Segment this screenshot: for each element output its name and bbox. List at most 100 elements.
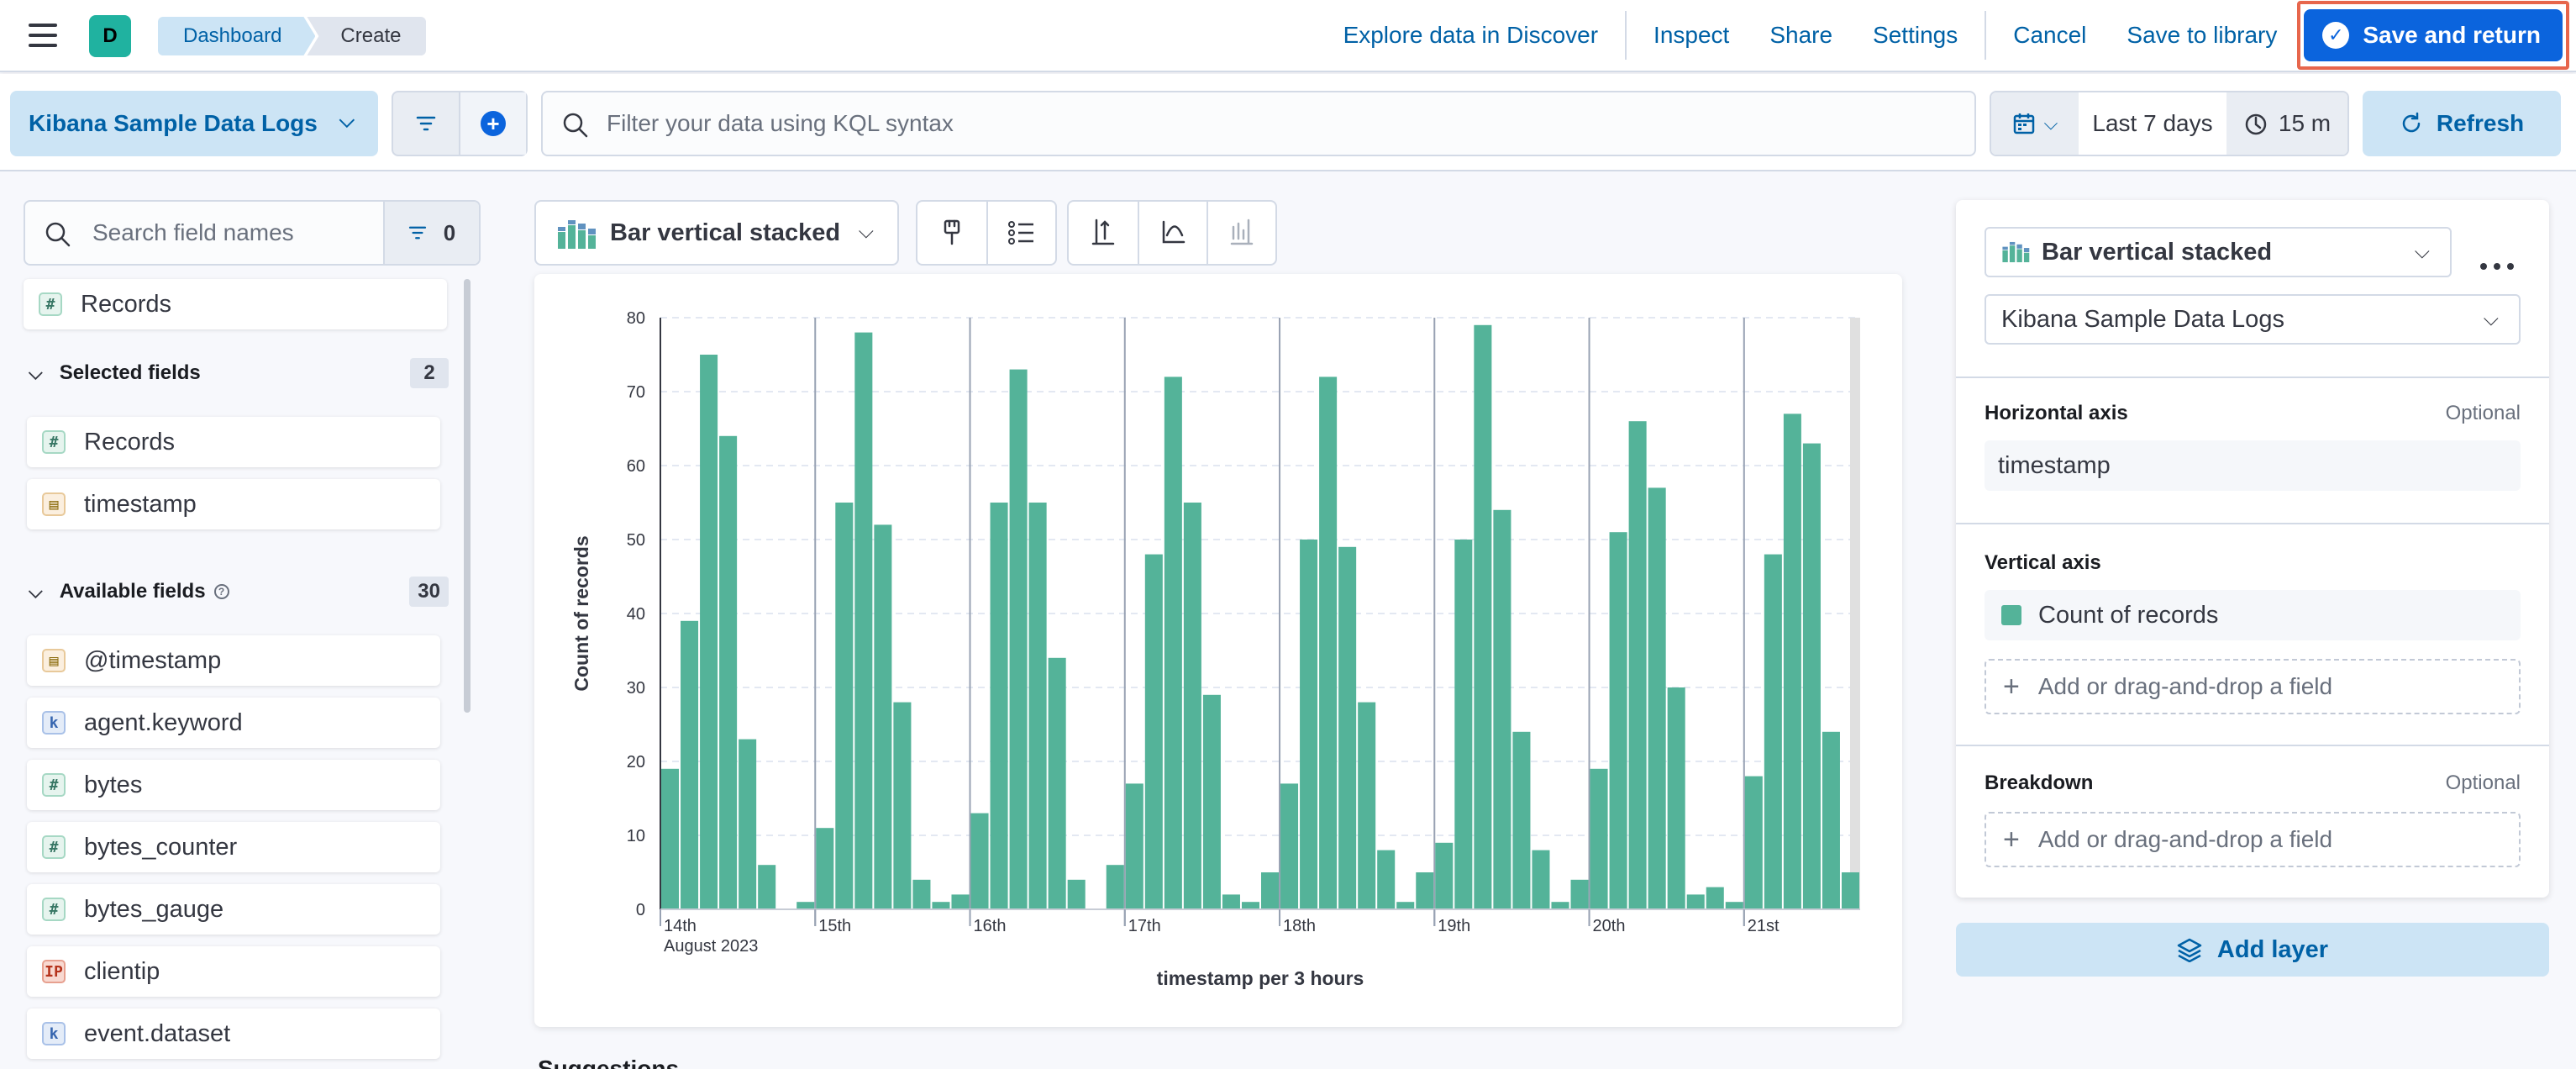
calendar-icon	[2013, 113, 2034, 134]
field-item-clientip[interactable]: IP clientip	[27, 946, 440, 997]
field-name: Records	[84, 428, 175, 456]
time-range-display[interactable]: Last 7 days	[2092, 110, 2213, 136]
bar	[951, 894, 970, 909]
selected-fields-toggle[interactable]: ⌵ Selected fields 2	[29, 356, 449, 390]
records-field[interactable]: # Records	[24, 279, 447, 329]
share-link[interactable]: Share	[1769, 22, 1833, 48]
quick-menu-button[interactable]: ⌵	[1991, 92, 2079, 155]
bar	[816, 828, 834, 909]
bar	[1396, 902, 1415, 909]
settings-link[interactable]: Settings	[1873, 22, 1958, 48]
bar	[893, 702, 912, 909]
vertical-axis-field[interactable]: Count of records	[1985, 590, 2521, 640]
field-item-timestamp[interactable]: ▤ timestamp	[27, 479, 440, 529]
field-search-input[interactable]: Search field names	[25, 202, 383, 264]
bar	[1202, 694, 1221, 909]
save-and-return-button[interactable]: ✓ Save and return	[2304, 9, 2563, 61]
field-value: Count of records	[2038, 601, 2219, 629]
help-icon[interactable]: ?	[213, 584, 229, 599]
breadcrumb-dashboard[interactable]: Dashboard	[158, 17, 315, 55]
layer-chart-type-select[interactable]: Bar vertical stacked ⌵	[1985, 227, 2452, 277]
inspect-link[interactable]: Inspect	[1653, 22, 1730, 48]
space-avatar[interactable]: D	[89, 15, 131, 57]
save-to-library-link[interactable]: Save to library	[2127, 22, 2278, 48]
layer-actions-menu-icon[interactable]	[2480, 254, 2514, 279]
field-item-bytes-counter[interactable]: # bytes_counter	[27, 822, 440, 872]
bar	[1319, 377, 1338, 909]
bar	[796, 902, 815, 909]
available-fields-toggle[interactable]: ⌵ Available fields ? 30	[29, 575, 449, 608]
breadcrumb: Dashboard Create	[158, 17, 427, 55]
layer-data-view-select[interactable]: Kibana Sample Data Logs ⌵	[1985, 294, 2521, 345]
bar	[1183, 503, 1201, 909]
plus-icon: +	[2003, 823, 2020, 856]
series-color-swatch[interactable]	[2001, 605, 2021, 625]
right-axis-icon	[1230, 219, 1254, 245]
field-search: Search field names 0	[24, 200, 481, 266]
field-item-records[interactable]: # Records	[27, 417, 440, 467]
field-filter-button[interactable]: 0	[383, 202, 479, 264]
bar	[1532, 850, 1550, 909]
keyword-type-icon: k	[42, 1022, 66, 1045]
refresh-button[interactable]: Refresh	[2363, 91, 2561, 156]
bar	[1493, 509, 1511, 909]
field-item-agent-keyword[interactable]: k agent.keyword	[27, 698, 440, 748]
bar	[1106, 865, 1124, 909]
data-view-picker[interactable]: Kibana Sample Data Logs ⌵	[10, 91, 378, 156]
timer-icon	[2245, 113, 2267, 135]
field-list-scrollbar[interactable]	[464, 279, 471, 713]
breakdown-add-field[interactable]: + Add or drag-and-drop a field	[1985, 812, 2521, 867]
save-highlight: ✓ Save and return	[2297, 1, 2569, 70]
add-filter-button[interactable]: +	[459, 92, 526, 155]
field-item-event-dataset[interactable]: k event.dataset	[27, 1008, 440, 1059]
bar	[1164, 377, 1182, 909]
field-item-bytes[interactable]: # bytes	[27, 760, 440, 810]
bar-chart[interactable]: 0 10 20 30 40 50 60 70 80 14th 15th 16th 17th 18th 19t…	[534, 274, 1902, 1027]
keyword-type-icon: k	[42, 711, 66, 735]
bar	[1377, 850, 1396, 909]
bottom-axis-button[interactable]	[1138, 202, 1207, 264]
refresh-interval-button[interactable]: 15 m	[2226, 92, 2347, 155]
field-filter-count: 0	[443, 219, 456, 245]
x-tick-label: 17th	[1128, 917, 1161, 935]
field-item-at-timestamp[interactable]: ▤ @timestamp	[27, 635, 440, 686]
explore-discover-link[interactable]: Explore data in Discover	[1343, 22, 1599, 48]
header-actions: Explore data in Discover Inspect Share S…	[1317, 0, 2576, 71]
menu-hamburger-icon[interactable]	[29, 24, 57, 47]
vertical-axis-label: Vertical axis	[1985, 551, 2101, 574]
bar	[1241, 902, 1259, 909]
selected-fields-title: Selected fields	[59, 361, 201, 384]
right-axis-button[interactable]	[1207, 202, 1275, 264]
chart-type-switcher[interactable]: Bar vertical stacked ⌵	[534, 200, 899, 266]
search-icon	[563, 113, 588, 138]
field-item-bytes-gauge[interactable]: # bytes_gauge	[27, 884, 440, 935]
bar	[970, 813, 989, 909]
bar	[700, 355, 718, 909]
bar	[1474, 324, 1492, 909]
chart-workspace[interactable]: 0 10 20 30 40 50 60 70 80 14th 15th 16th 17th 18th 19t…	[534, 274, 1902, 1027]
field-name: event.dataset	[84, 1019, 231, 1047]
legend-button[interactable]	[986, 202, 1055, 264]
divider	[1956, 745, 2549, 746]
left-axis-button[interactable]	[1069, 202, 1138, 264]
kql-search-input[interactable]: Filter your data using KQL syntax	[541, 91, 1976, 156]
add-layer-label: Add layer	[2216, 935, 2329, 963]
check-circle-icon: ✓	[2322, 22, 2350, 49]
x-tick-label: 18th	[1283, 917, 1316, 935]
suggestions-heading[interactable]: Suggestions	[538, 1056, 680, 1069]
chevron-down-icon: ⌵	[2043, 113, 2058, 134]
add-layer-button[interactable]: Add layer	[1956, 923, 2549, 977]
chevron-down-icon: ⌵	[2483, 308, 2499, 330]
divider	[1956, 523, 2549, 524]
bar	[1338, 546, 1357, 909]
search-icon	[45, 222, 71, 247]
appearance-button[interactable]	[917, 202, 986, 264]
y-tick-label: 40	[627, 605, 645, 624]
legend-icon	[1008, 221, 1033, 245]
bar	[1067, 879, 1086, 909]
layer-config-panel: Bar vertical stacked ⌵ Kibana Sample Dat…	[1956, 200, 2549, 898]
cancel-link[interactable]: Cancel	[2013, 22, 2087, 48]
vertical-axis-add-field[interactable]: + Add or drag-and-drop a field	[1985, 659, 2521, 714]
filter-menu-button[interactable]	[393, 92, 459, 155]
horizontal-axis-field[interactable]: timestamp	[1985, 440, 2521, 491]
